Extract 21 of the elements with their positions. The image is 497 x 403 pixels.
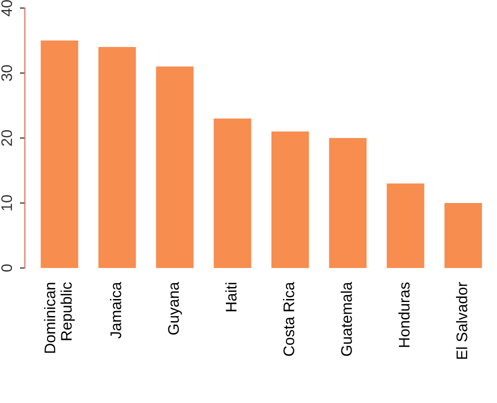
bar: [329, 138, 367, 268]
x-tick-label: Honduras: [398, 282, 410, 347]
x-tick-label: Dominican Republic: [44, 282, 75, 353]
bar: [156, 66, 194, 268]
y-tick-label: 30: [1, 65, 12, 81]
x-tick-label: Guatemala: [340, 282, 352, 356]
x-tick-label: Costa Rica: [283, 282, 294, 356]
x-tick-label: Guyana: [168, 282, 182, 335]
y-tick-label: 40: [1, 0, 12, 16]
y-tick-label: 0: [1, 264, 12, 272]
bar: [386, 184, 424, 268]
x-tick-label: Haiti: [225, 282, 237, 312]
bar: [40, 40, 78, 268]
bar: [98, 47, 136, 268]
y-tick-label: 10: [1, 195, 12, 210]
y-tick-label: 20: [1, 130, 12, 146]
bar: [444, 203, 482, 268]
x-tick-label: El Salvador: [456, 282, 468, 359]
bar: [271, 132, 309, 268]
x-tick-label: Jamaica: [110, 282, 122, 339]
bar: [214, 118, 252, 268]
